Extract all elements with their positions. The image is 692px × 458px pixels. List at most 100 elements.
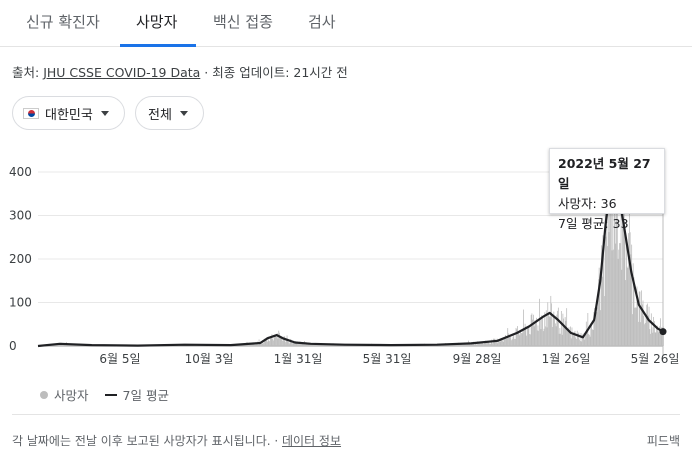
death-bar <box>588 334 589 346</box>
death-bar <box>302 343 304 346</box>
death-bar <box>606 172 608 346</box>
death-bar <box>573 333 574 346</box>
death-bar <box>291 343 293 346</box>
death-bar <box>553 311 555 346</box>
death-bar <box>289 340 291 346</box>
death-bar <box>647 303 648 346</box>
death-bar <box>273 337 275 346</box>
death-bar <box>493 338 495 346</box>
death-bar <box>626 266 628 346</box>
death-bar <box>603 240 605 346</box>
death-bar <box>535 320 537 346</box>
death-bar <box>472 342 474 346</box>
death-bar <box>282 340 283 346</box>
tab-vaccination[interactable]: 백신 접종 <box>213 13 273 31</box>
death-bar <box>489 343 491 346</box>
death-bar <box>571 327 573 346</box>
death-bar <box>77 345 79 346</box>
death-bar <box>279 332 280 346</box>
death-bar <box>245 344 247 346</box>
death-bar <box>647 315 649 346</box>
death-bar <box>563 318 565 346</box>
death-bar <box>255 343 257 346</box>
death-bar <box>623 172 625 346</box>
death-bar <box>638 291 640 346</box>
hover-point <box>659 328 667 336</box>
death-bar <box>326 344 328 346</box>
death-bar <box>556 314 558 346</box>
death-bar <box>465 343 466 346</box>
death-bar <box>564 326 565 346</box>
death-bar <box>621 269 623 346</box>
death-bar <box>554 323 556 346</box>
death-bar <box>506 337 508 346</box>
death-bar <box>575 337 577 346</box>
death-bar <box>583 333 585 346</box>
source-link[interactable]: JHU CSSE COVID-19 Data <box>43 65 201 80</box>
country-filter[interactable]: 대한민국 <box>12 96 125 130</box>
death-bar <box>601 245 602 346</box>
death-bar <box>512 336 514 346</box>
death-bar <box>551 303 552 346</box>
death-bar <box>649 329 651 346</box>
death-bar <box>536 317 537 346</box>
death-bar <box>499 341 500 346</box>
tooltip-average: 7일 평균: 33 <box>558 216 629 231</box>
death-bar <box>604 172 606 346</box>
death-bar <box>579 341 581 346</box>
death-bar <box>287 338 289 346</box>
death-bar <box>476 344 478 346</box>
death-bar <box>589 336 591 346</box>
death-bar <box>615 243 617 346</box>
death-bar <box>282 338 284 346</box>
death-bar <box>570 338 572 346</box>
death-bar <box>482 342 484 346</box>
y-tick-label: 400 <box>9 165 32 179</box>
tab-new-cases[interactable]: 신규 확진자 <box>26 13 100 31</box>
death-bar <box>57 344 59 346</box>
death-bar <box>497 343 499 346</box>
line-legend-swatch <box>104 393 117 396</box>
death-bar <box>240 345 242 346</box>
korea-flag-icon <box>23 107 39 119</box>
death-bar <box>285 338 287 346</box>
death-bar <box>498 341 500 346</box>
death-bar <box>632 314 633 346</box>
death-bar <box>327 344 329 346</box>
death-bar <box>261 343 263 346</box>
data-info-link[interactable]: 데이터 정보 <box>282 434 342 448</box>
death-bar <box>281 338 283 346</box>
death-bar <box>505 338 507 346</box>
death-bar <box>635 307 637 346</box>
tab-deaths[interactable]: 사망자 <box>136 13 178 31</box>
death-bar <box>650 333 651 346</box>
death-bar <box>564 317 566 346</box>
death-bar <box>654 332 656 346</box>
death-bar <box>548 316 550 346</box>
y-tick-label: 0 <box>9 339 17 353</box>
death-bar <box>607 246 608 346</box>
feedback-link[interactable]: 피드백 <box>646 434 680 448</box>
range-filter[interactable]: 전체 <box>135 96 204 130</box>
death-bar <box>534 320 536 346</box>
death-bar <box>271 334 273 346</box>
death-bar <box>301 343 303 346</box>
death-bar <box>543 328 545 346</box>
death-bar <box>562 313 564 346</box>
death-bar <box>277 338 279 346</box>
death-bar <box>594 320 596 346</box>
death-bar <box>272 338 274 346</box>
death-bar <box>581 341 583 346</box>
death-bar <box>653 321 655 346</box>
death-bar <box>552 315 554 346</box>
death-bar <box>453 344 455 346</box>
death-bar <box>267 336 269 346</box>
death-bar <box>309 344 311 346</box>
death-bar <box>514 338 515 346</box>
active-tab-indicator <box>120 44 196 47</box>
tab-tests[interactable]: 검사 <box>308 13 336 31</box>
death-bar <box>276 333 278 346</box>
death-bar <box>502 340 503 346</box>
death-bar <box>561 334 563 346</box>
death-bar <box>641 290 642 346</box>
